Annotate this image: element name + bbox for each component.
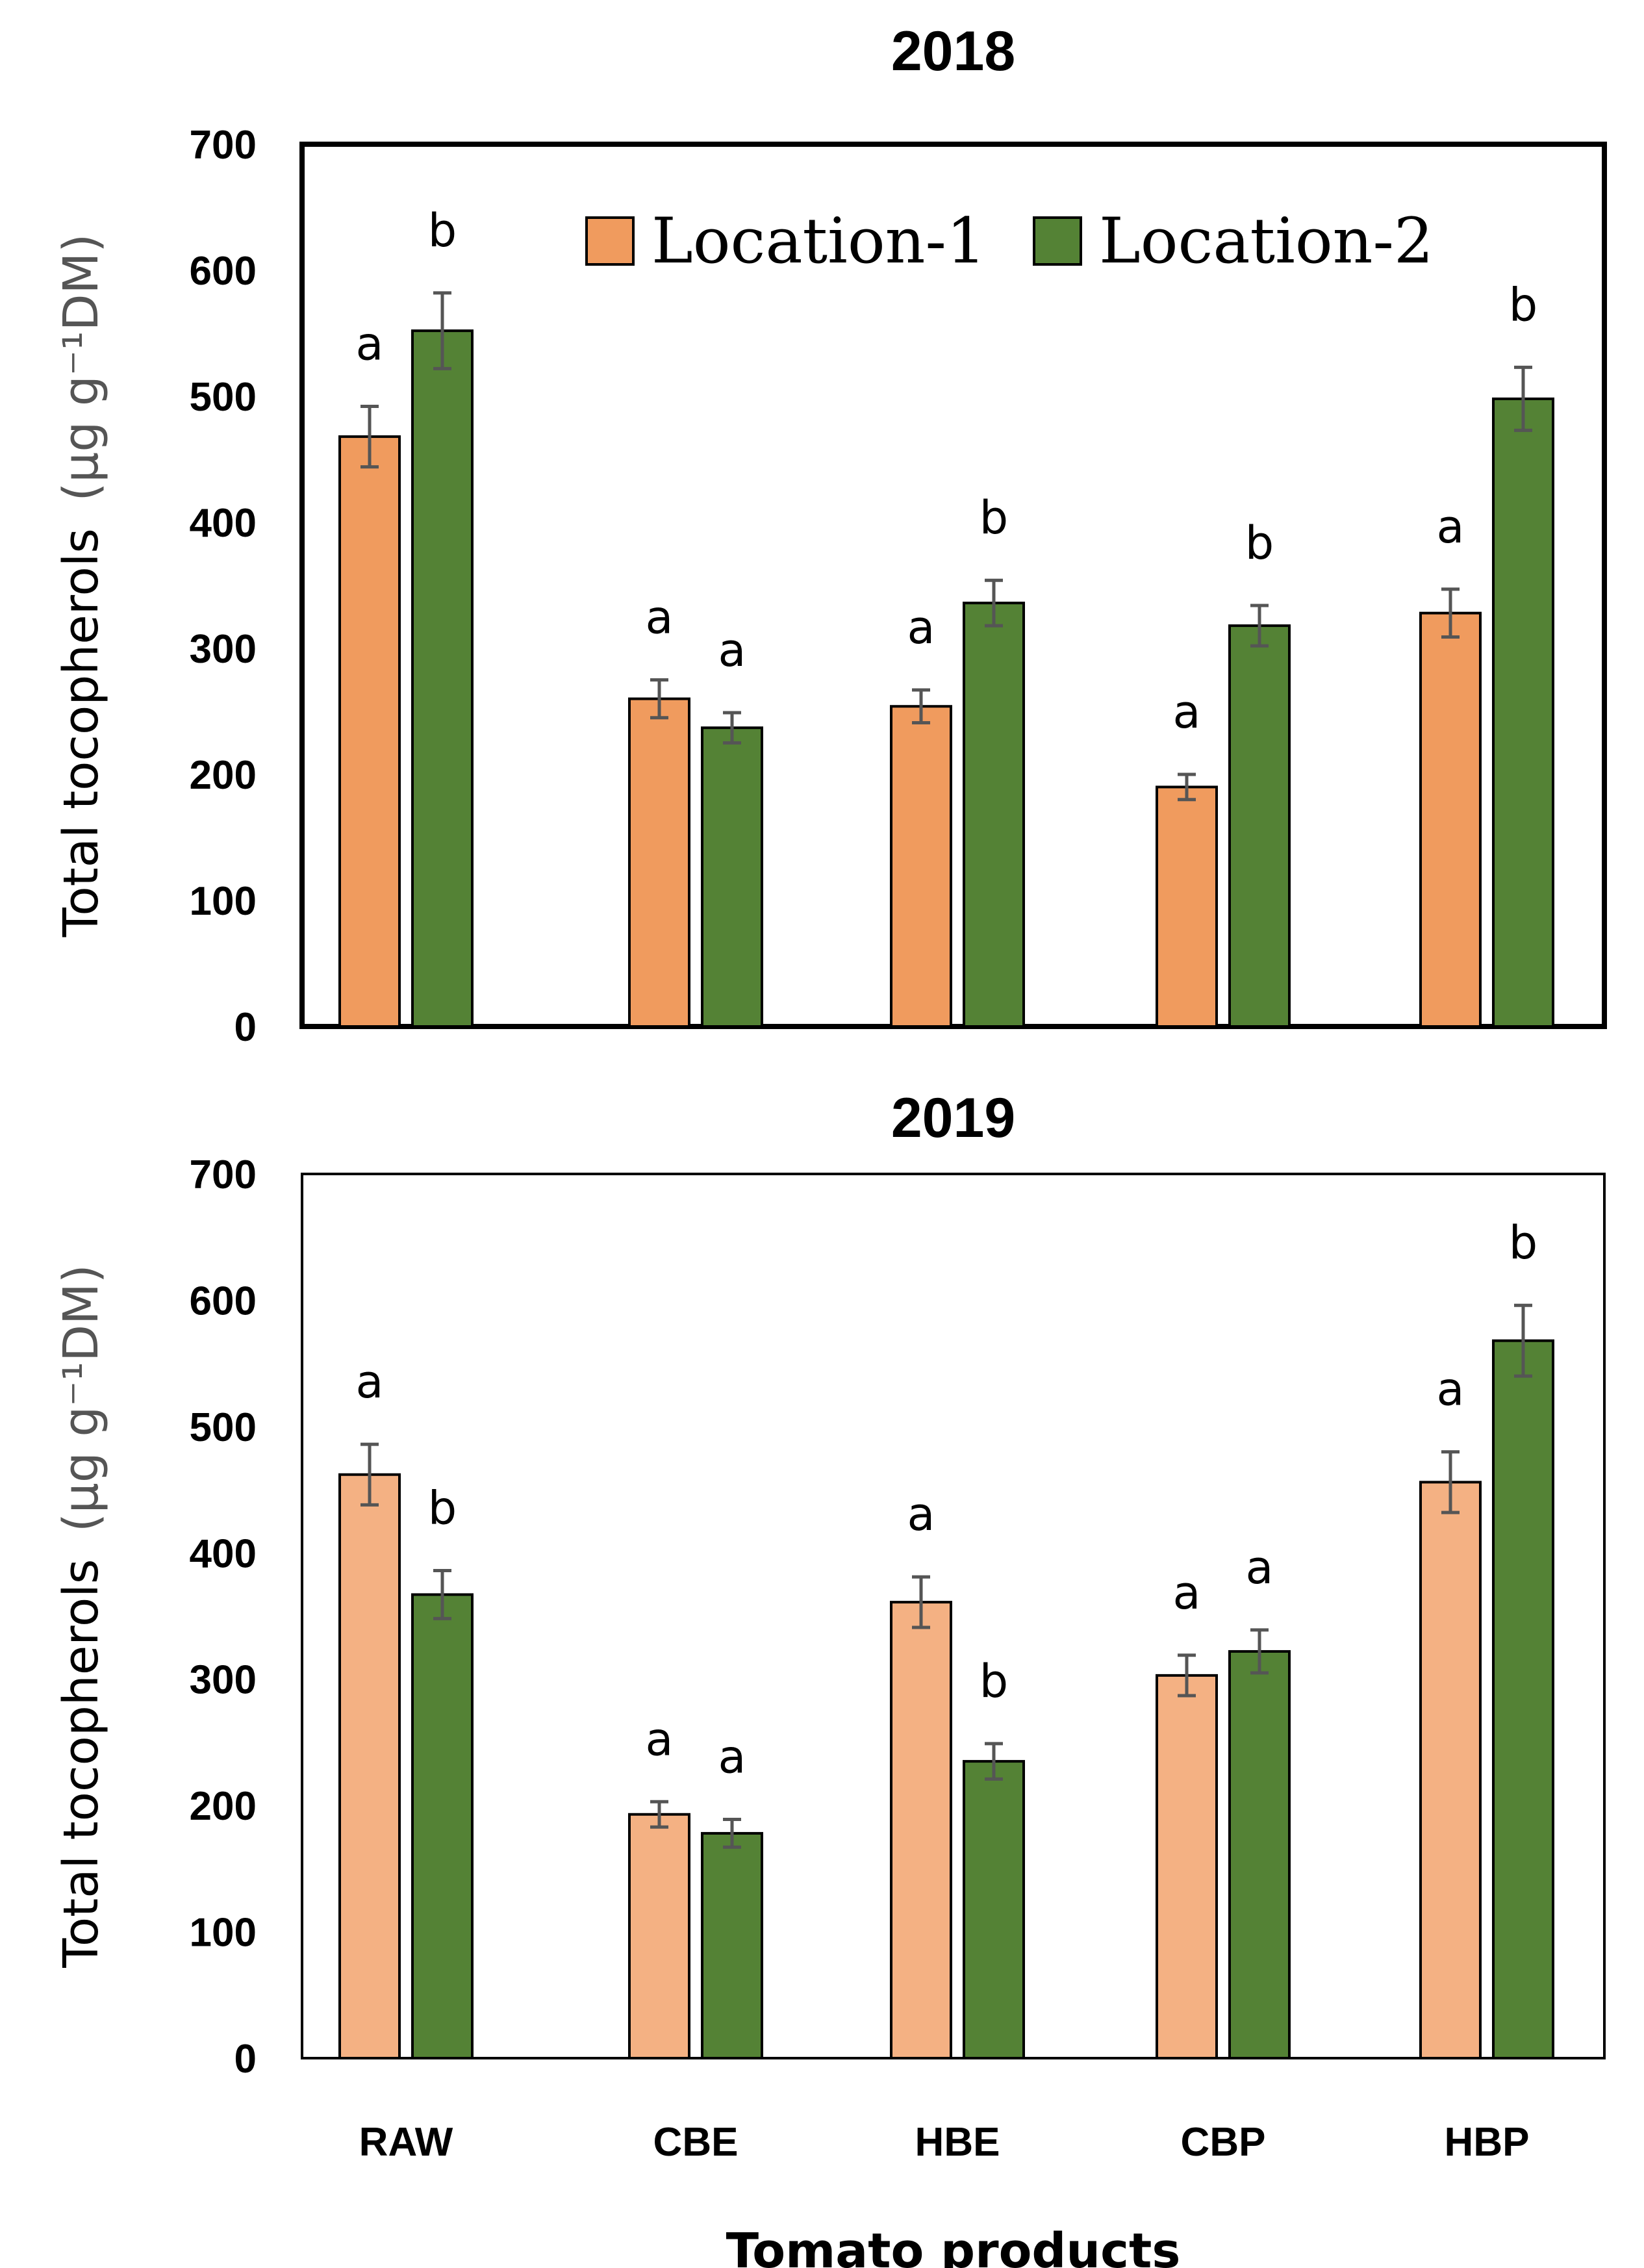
y-tick-label: 400 [190, 501, 257, 546]
significance-letter: a [907, 601, 935, 654]
bar-cbp-location-2 [1228, 1650, 1291, 2059]
y-axis-label-text: Total tocopherols [53, 1544, 109, 1969]
bar-cbp-location-2 [1228, 624, 1291, 1028]
chart-title: 2018 [891, 20, 1015, 83]
y-tick-label: 500 [190, 375, 257, 420]
significance-letter: a [718, 1731, 746, 1784]
significance-letter: b [1509, 278, 1537, 331]
y-tick-label: 100 [190, 1911, 257, 1956]
bar-hbe-location-2 [963, 1760, 1025, 2059]
plot-frame [299, 142, 1607, 1029]
significance-letter: a [1173, 1566, 1201, 1620]
y-tick-label: 600 [190, 1279, 257, 1323]
y-axis-label-unit: (μg g⁻¹DM) [53, 234, 109, 502]
significance-letter: a [356, 318, 384, 371]
bar-hbe-location-2 [963, 602, 1025, 1028]
significance-letter: a [646, 1713, 674, 1766]
bar-cbe-location-2 [701, 1831, 763, 2060]
y-axis-label-unit: (μg g⁻¹DM) [53, 1264, 109, 1532]
bar-cbp-location-1 [1156, 785, 1218, 1028]
x-tick-label-hbe: HBE [915, 2120, 1000, 2165]
bar-cbp-location-1 [1156, 1674, 1218, 2059]
legend-swatch-location-1 [585, 216, 635, 266]
significance-letter: b [1245, 516, 1274, 570]
significance-letter: b [980, 1655, 1008, 1708]
bar-cbe-location-2 [701, 726, 763, 1028]
x-axis-label: Tomato products [726, 2223, 1181, 2268]
y-tick-label: 500 [190, 1405, 257, 1450]
significance-letter: a [1437, 500, 1465, 554]
bar-raw-location-2 [411, 1593, 474, 2059]
bar-raw-location-1 [338, 1473, 401, 2059]
x-tick-label-raw: RAW [359, 2120, 453, 2165]
significance-letter: a [1246, 1541, 1274, 1594]
y-tick-label: 100 [190, 879, 257, 924]
x-tick-label-cbe: CBE [653, 2120, 739, 2165]
bar-hbp-location-2 [1492, 1339, 1554, 2059]
plot-frame [301, 1173, 1606, 2059]
y-axis-label: Total tocopherols (μg g⁻¹DM) [53, 234, 109, 938]
y-tick-label: 300 [190, 627, 257, 672]
bar-hbp-location-2 [1492, 397, 1554, 1028]
y-tick-label: 0 [234, 2037, 257, 2082]
chart-2019: 2019 0 100 200 300 400 500 600 700 Total tocopher… [53, 1087, 1606, 2268]
y-tick-label: 700 [190, 1153, 257, 1197]
y-tick-label: 300 [190, 1658, 257, 1703]
bar-hbe-location-1 [890, 1601, 952, 2059]
y-axis-label: Total tocopherols (μg g⁻¹DM) [53, 1264, 109, 1969]
legend: Location-1 Location-2 [585, 205, 1434, 277]
y-tick-label: 400 [190, 1531, 257, 1576]
legend-label-location-2: Location-2 [1099, 205, 1434, 277]
bar-raw-location-1 [338, 435, 401, 1028]
significance-letter: b [428, 204, 457, 257]
y-tick-label: 200 [190, 753, 257, 798]
bar-cbe-location-1 [628, 1813, 690, 2060]
significance-letter: a [718, 624, 746, 677]
bar-raw-location-2 [411, 329, 474, 1028]
significance-letter: a [907, 1488, 935, 1541]
chart-title: 2019 [891, 1087, 1015, 1149]
significance-letter: b [1509, 1216, 1537, 1269]
bar-hbp-location-1 [1419, 1481, 1482, 2060]
significance-letter: a [646, 591, 674, 644]
x-tick-label-hbp: HBP [1445, 2120, 1530, 2165]
bar-hbp-location-1 [1419, 611, 1482, 1028]
legend-swatch-location-2 [1033, 216, 1082, 266]
significance-letter: a [356, 1355, 384, 1408]
y-axis-label-text: Total tocopherols [53, 513, 109, 938]
significance-letter: b [980, 491, 1008, 544]
significance-letter: a [1437, 1363, 1465, 1416]
y-tick-label: 0 [234, 1005, 257, 1050]
y-tick-label: 600 [190, 249, 257, 294]
chart-2018: 2018 0 100 200 300 400 500 600 700 Total tocopher… [53, 20, 1607, 1050]
bar-cbe-location-1 [628, 697, 690, 1028]
legend-label-location-1: Location-1 [651, 205, 986, 277]
x-tick-label-cbp: CBP [1181, 2120, 1266, 2165]
significance-letter: a [1173, 685, 1201, 739]
bar-hbe-location-1 [890, 705, 952, 1028]
significance-letter: b [428, 1482, 457, 1535]
y-tick-label: 700 [190, 123, 257, 168]
y-tick-label: 200 [190, 1784, 257, 1829]
